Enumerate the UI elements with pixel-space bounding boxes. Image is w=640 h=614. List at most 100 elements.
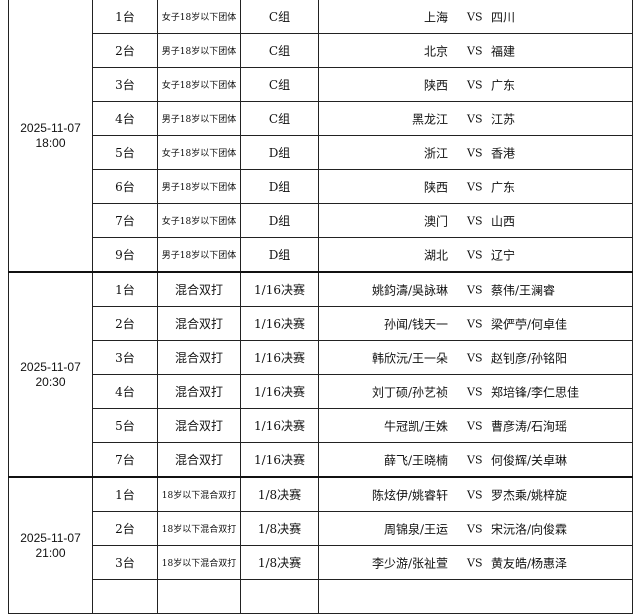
team-a: 陕西 (423, 180, 448, 194)
team-b: 广东 (491, 78, 516, 92)
team-a: 黑龙江 (411, 112, 448, 126)
vs-label: VS (467, 78, 483, 91)
table-row: 6台 男子18岁以下团体 D组 陕西 VS 广东 (9, 169, 633, 204)
team-b: 黄友皓/杨惠泽 (491, 556, 568, 570)
team-b: 辽宁 (491, 248, 516, 262)
table-row: 2025-11-07 18:00 1台 女子18岁以下团体 C组 上海 VS 四川 (8, 0, 633, 273)
event-name: 男子18岁以下团体 (157, 33, 241, 68)
table-row: 7台 女子18岁以下团体 D组 澳门 VS 山西 (9, 203, 633, 238)
team-a: 澳门 (423, 214, 448, 228)
table-number: 5台 (92, 135, 158, 170)
team-a: 湖北 (423, 248, 448, 262)
table-number: 9台 (92, 237, 158, 273)
team-b: 宋沅洛/向俊霖 (491, 522, 568, 536)
matchup: 周锦泉/王运 VS 宋沅洛/向俊霖 (318, 511, 633, 546)
team-a: 刘丁硕/孙艺祯 (371, 385, 448, 399)
team-b: 赵钊彦/孙铭阳 (491, 351, 568, 365)
round-group: C组 (240, 33, 319, 68)
table-number: 6台 (92, 169, 158, 204)
round-group (240, 579, 319, 614)
session-datetime: 2025-11-07 20:30 (8, 271, 93, 478)
table-number: 2台 (92, 511, 158, 546)
team-a: 上海 (423, 10, 448, 24)
team-a: 周锦泉/王运 (383, 522, 448, 536)
team-b: 何俊辉/关卓琳 (491, 453, 568, 467)
matchup: 陕西 VS 广东 (318, 67, 633, 102)
table-number (92, 579, 158, 614)
session-time: 18:00 (35, 135, 66, 150)
round-group: D组 (240, 203, 319, 238)
event-name: 18岁以下混合双打 (157, 476, 241, 512)
matchup: 北京 VS 福建 (318, 33, 633, 68)
table-number: 4台 (92, 101, 158, 136)
event-name: 混合双打 (157, 271, 241, 307)
table-number: 1台 (92, 271, 158, 307)
vs-label: VS (467, 112, 483, 125)
vs-label: VS (467, 248, 483, 261)
team-b: 广东 (491, 180, 516, 194)
table-row: 4台 混合双打 1/16决赛 刘丁硕/孙艺祯 VS 郑培锋/李仁思佳 (9, 374, 633, 409)
vs-label: VS (467, 453, 483, 466)
table-row: 3台 女子18岁以下团体 C组 陕西 VS 广东 (9, 67, 633, 102)
round-group: 1/8决赛 (240, 545, 319, 580)
table-row: 3台 混合双打 1/16决赛 韩欣沅/王一朵 VS 赵钊彦/孙铭阳 (9, 340, 633, 375)
round-group: C组 (240, 0, 319, 34)
vs-label: VS (467, 556, 483, 569)
vs-label: VS (467, 419, 483, 432)
matchup: 姚鈞濤/吳詠琳 VS 蔡伟/王澜睿 (318, 271, 633, 307)
table-number: 3台 (92, 340, 158, 375)
round-group: 1/16决赛 (240, 374, 319, 409)
table-number: 5台 (92, 408, 158, 443)
table-row: 2台 混合双打 1/16决赛 孙闻/钱天一 VS 梁俨苧/何卓佳 (9, 306, 633, 341)
team-b: 江苏 (491, 112, 516, 126)
session-datetime: 2025-11-07 18:00 (8, 0, 93, 273)
matchup: 黑龙江 VS 江苏 (318, 101, 633, 136)
team-a: 薛飞/王晓楠 (383, 453, 448, 467)
round-group: 1/16决赛 (240, 408, 319, 443)
matchup: 孙闻/钱天一 VS 梁俨苧/何卓佳 (318, 306, 633, 341)
vs-label: VS (467, 44, 483, 57)
event-name: 女子18岁以下团体 (157, 67, 241, 102)
event-name: 混合双打 (157, 340, 241, 375)
round-group: C组 (240, 101, 319, 136)
team-b: 曹彦涛/石洵瑶 (491, 419, 568, 433)
event-name: 男子18岁以下团体 (157, 101, 241, 136)
table-row: 5台 混合双打 1/16决赛 牛冠凯/王姝 VS 曹彦涛/石洵瑶 (9, 408, 633, 443)
matchup: 刘丁硕/孙艺祯 VS 郑培锋/李仁思佳 (318, 374, 633, 409)
event-name: 混合双打 (157, 408, 241, 443)
round-group: D组 (240, 169, 319, 204)
team-a: 陕西 (423, 78, 448, 92)
team-b: 梁俨苧/何卓佳 (491, 317, 568, 331)
round-group: 1/16决赛 (240, 306, 319, 341)
round-group: D组 (240, 237, 319, 273)
team-a: 孙闻/钱天一 (383, 317, 448, 331)
vs-label: VS (467, 146, 483, 159)
matchup: 上海 VS 四川 (318, 0, 633, 34)
table-row: 2025-11-07 21:00 1台 18岁以下混合双打 1/8决赛 陈炫伊/姚睿轩 VS… (8, 476, 633, 614)
round-group: C组 (240, 67, 319, 102)
table-row: 3台 18岁以下混合双打 1/8决赛 李少游/张祉萱 VS 黄友皓/杨惠泽 (9, 545, 633, 580)
session-date: 2025-11-07 (20, 120, 81, 135)
event-name: 女子18岁以下团体 (157, 203, 241, 238)
table-number: 7台 (92, 203, 158, 238)
table-number: 1台 (92, 476, 158, 512)
matchup: 薛飞/王晓楠 VS 何俊辉/关卓琳 (318, 442, 633, 478)
table-number: 2台 (92, 33, 158, 68)
team-a: 牛冠凯/王姝 (383, 419, 448, 433)
vs-label: VS (467, 10, 483, 23)
matchup: 陈炫伊/姚睿轩 VS 罗杰乘/姚梓旋 (318, 476, 633, 512)
event-name: 混合双打 (157, 306, 241, 341)
table-row: 4台 男子18岁以下团体 C组 黑龙江 VS 江苏 (9, 101, 633, 136)
vs-label: VS (467, 180, 483, 193)
event-name: 男子18岁以下团体 (157, 237, 241, 273)
session-datetime: 2025-11-07 21:00 (8, 476, 93, 614)
table-row: 9台 男子18岁以下团体 D组 湖北 VS 辽宁 (9, 237, 633, 273)
round-group: 1/8决赛 (240, 476, 319, 512)
vs-label: VS (467, 385, 483, 398)
matchup (318, 579, 633, 614)
matchup: 李少游/张祉萱 VS 黄友皓/杨惠泽 (318, 545, 633, 580)
event-name (157, 579, 241, 614)
table-number: 4台 (92, 374, 158, 409)
table-row: 2025-11-07 20:30 1台 混合双打 1/16决赛 姚鈞濤/吳詠琳 VS 蔡伟/王… (8, 271, 633, 478)
vs-label: VS (467, 317, 483, 330)
